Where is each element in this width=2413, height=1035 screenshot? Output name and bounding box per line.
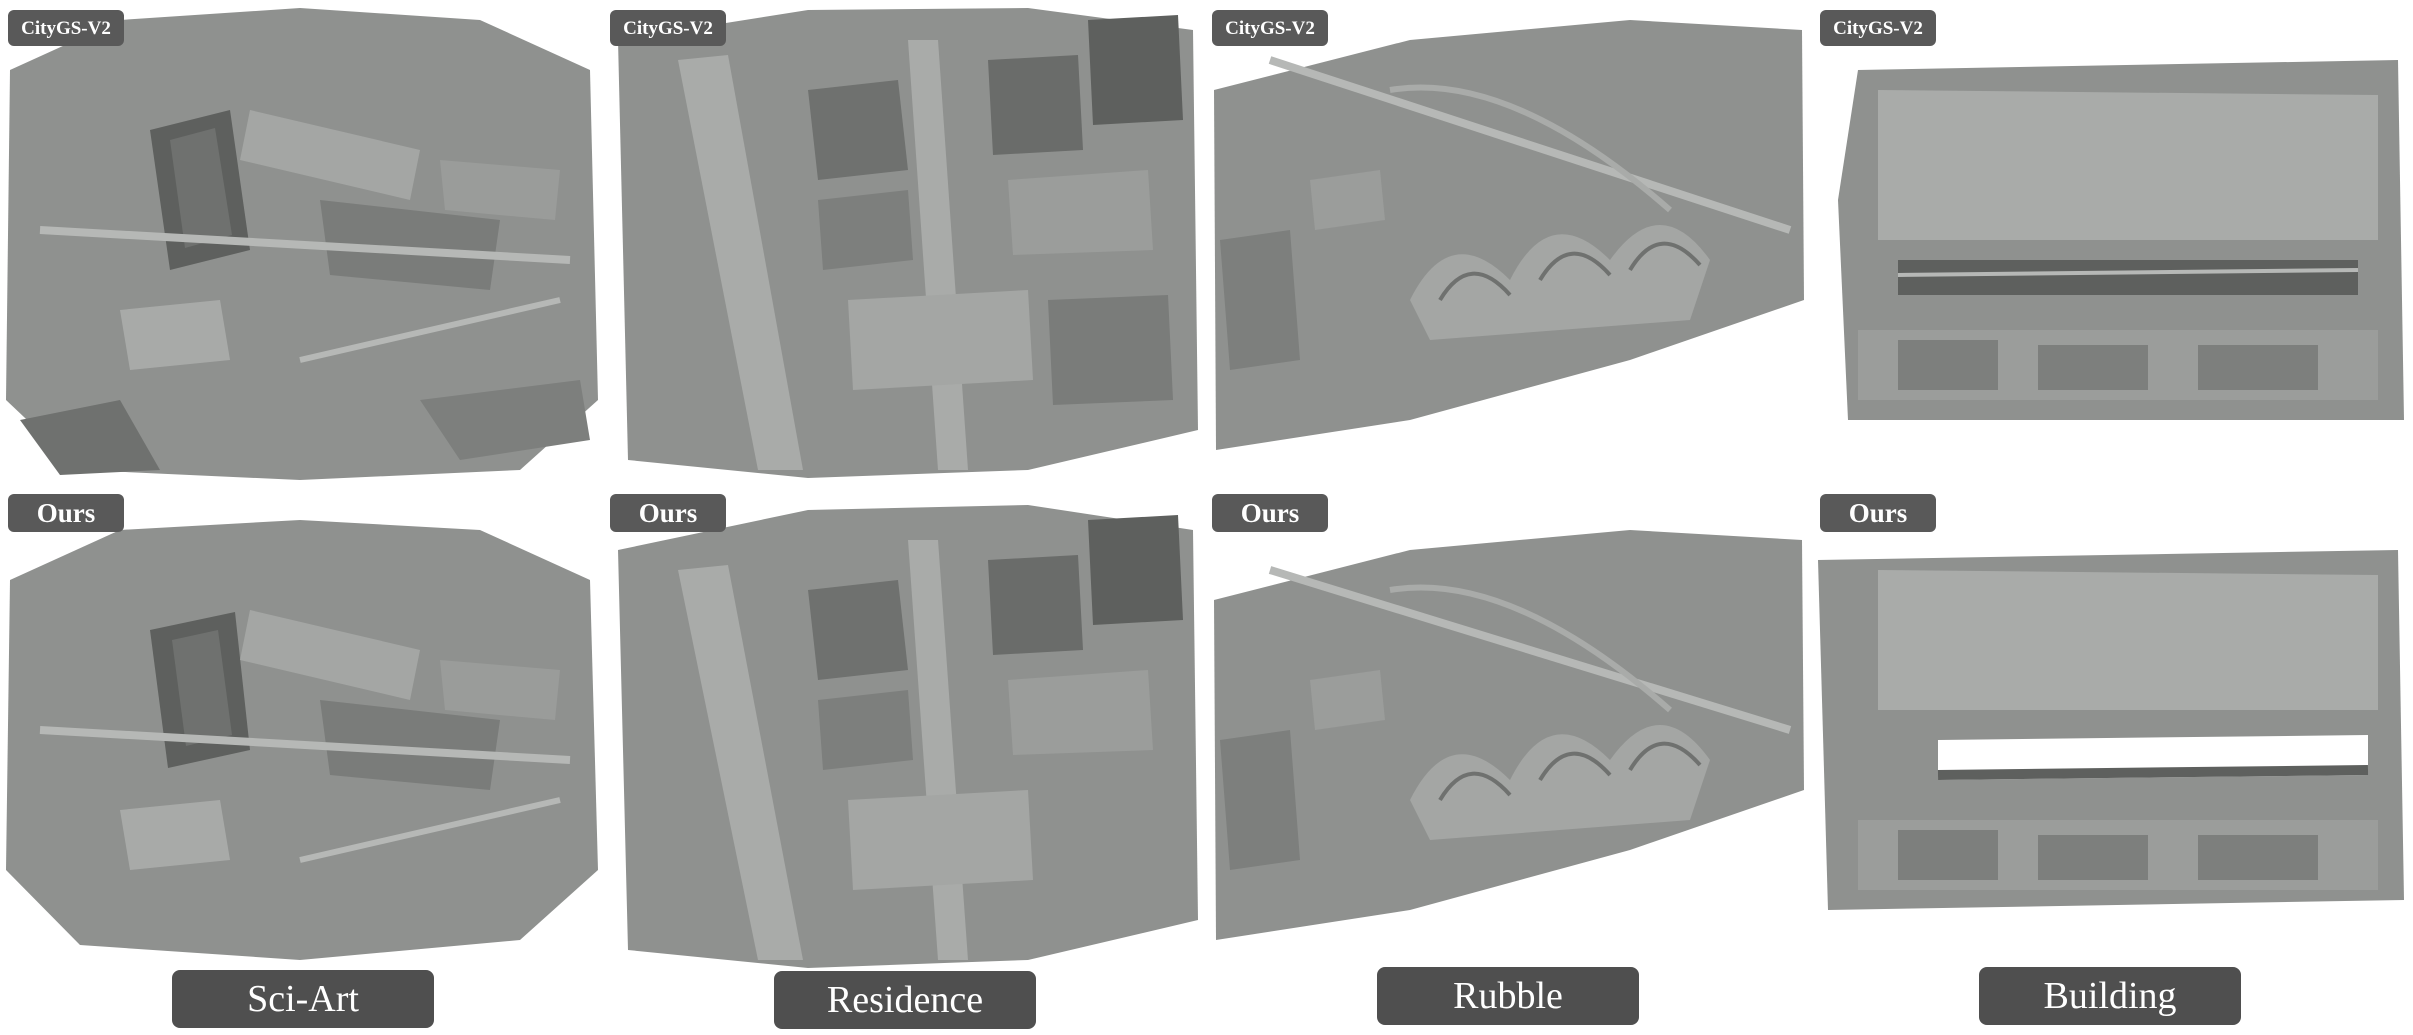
bottom-method-tag: Ours [1820,494,1936,532]
top-method-tag: CityGS-V2 [610,10,726,46]
building-ours-mesh [1818,550,2404,910]
rubble-citygs-mesh [1214,20,1804,450]
building-citygs-render: CityGS-V2 [1818,0,2410,482]
scene-label-sciart: Sci-Art [172,970,434,1028]
building-citygs-mesh [1838,60,2404,420]
sciart-ours-mesh [6,520,598,960]
scene-label-residence: Residence [774,971,1036,1029]
top-method-tag: CityGS-V2 [1212,10,1328,46]
top-method-tag: CityGS-V2 [8,10,124,46]
residence-citygs-render: CityGS-V2 [608,0,1200,482]
rubble-citygs-render: CityGS-V2 [1210,0,1808,482]
rubble-ours-mesh [1214,530,1804,940]
top-method-tag: CityGS-V2 [1820,10,1936,46]
sciart-ours-render: Ours [0,490,600,970]
bottom-method-tag: Ours [8,494,124,532]
bottom-method-tag: Ours [610,494,726,532]
residence-ours-mesh [618,505,1198,968]
sciart-citygs-render: CityGS-V2 [0,0,600,482]
bottom-method-tag: Ours [1212,494,1328,532]
scene-label-building: Building [1979,967,2241,1025]
sciart-citygs-mesh [6,8,598,480]
building-ours-render: Ours [1818,490,2410,970]
residence-citygs-mesh [618,8,1198,478]
residence-ours-render: Ours [608,490,1200,970]
rubble-ours-render: Ours [1210,490,1808,970]
scene-label-rubble: Rubble [1377,967,1639,1025]
